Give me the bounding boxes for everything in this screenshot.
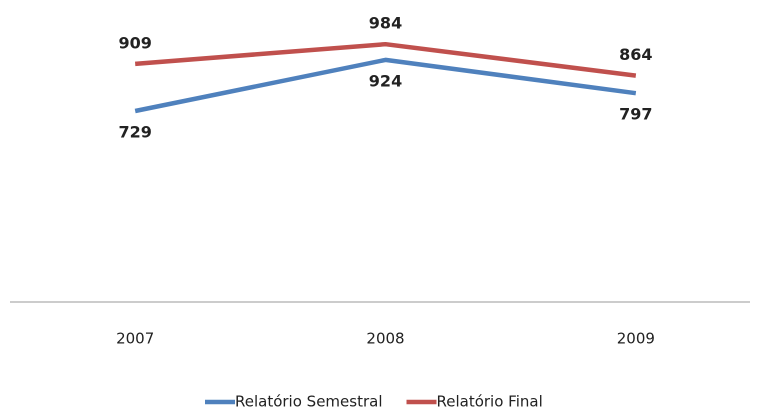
series-line — [134, 41, 637, 78]
x-tick-label: 2007 — [116, 330, 154, 348]
data-label: 984 — [369, 14, 402, 33]
x-tick-label: 2009 — [617, 330, 655, 348]
data-label: 729 — [118, 123, 151, 142]
x-tick-label: 2008 — [366, 330, 404, 348]
data-label: 797 — [619, 105, 652, 124]
legend-label: Relatório Final — [437, 393, 543, 410]
data-label: 909 — [118, 33, 151, 52]
legend-label: Relatório Semestral — [235, 393, 383, 410]
data-label: 924 — [369, 71, 402, 90]
data-label: 864 — [619, 45, 652, 64]
series-line — [134, 57, 637, 114]
